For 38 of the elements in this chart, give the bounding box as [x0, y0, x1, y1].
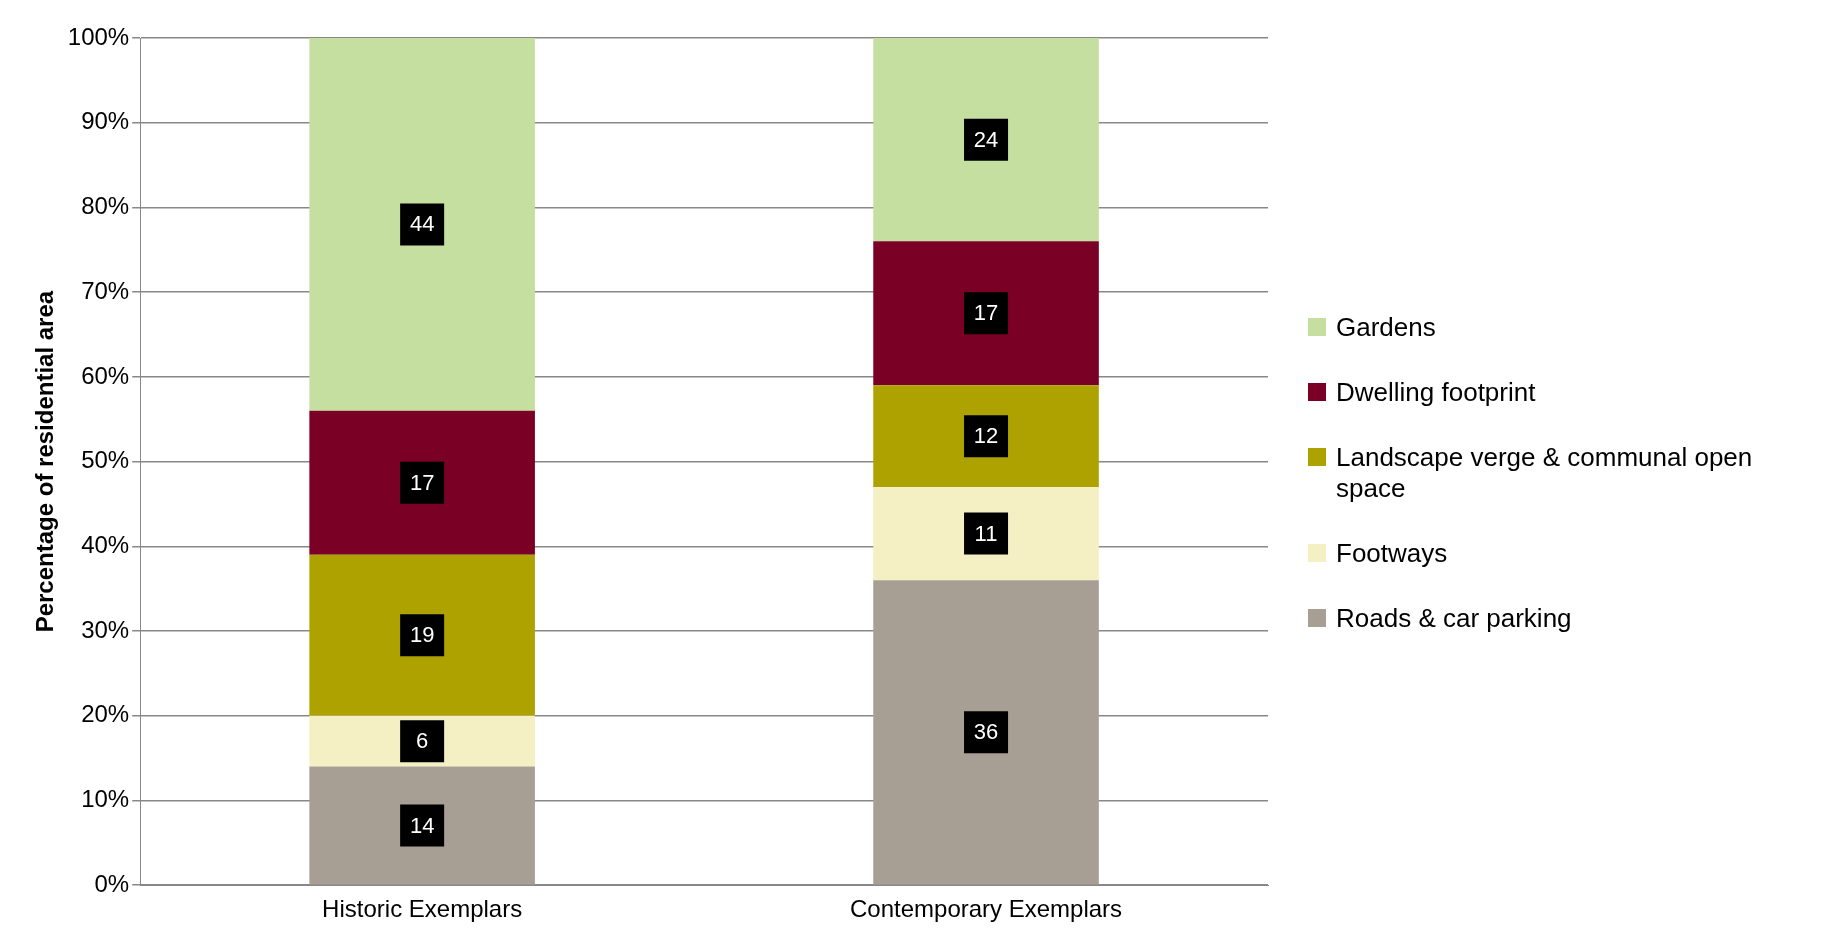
data-label: 17: [973, 300, 999, 326]
y-tick-label: 80%: [81, 192, 130, 220]
legend-label: Roads & car parking: [1336, 603, 1572, 634]
legend-label: Gardens: [1336, 312, 1436, 343]
y-tick-label: 30%: [81, 615, 130, 643]
data-label: 44: [409, 211, 435, 237]
legend-label: Footways: [1336, 538, 1448, 569]
data-label: 19: [409, 622, 435, 648]
y-axis-title: Percentage of residential area: [31, 290, 59, 633]
bar: [873, 580, 1099, 885]
y-tick-label: 70%: [81, 276, 130, 304]
bar: [309, 38, 535, 411]
data-label: 17: [409, 469, 435, 495]
y-tick-label: 90%: [81, 107, 130, 135]
x-tick-label: Historic Exemplars: [322, 895, 523, 923]
data-label: 24: [973, 126, 999, 152]
y-tick-label: 100%: [67, 22, 130, 50]
legend-label: Landscape verge & communal open space: [1336, 442, 1754, 504]
y-tick-label: 50%: [81, 446, 130, 474]
legend-label: Dwelling footprint: [1336, 377, 1536, 408]
data-label: 36: [973, 719, 999, 745]
bar: [873, 38, 1099, 242]
data-label: 11: [974, 520, 998, 546]
bar: [309, 766, 535, 885]
y-tick-label: 60%: [81, 361, 130, 389]
data-label: 12: [973, 423, 999, 449]
y-tick-label: 0%: [94, 869, 130, 897]
bar: [873, 241, 1099, 386]
y-tick-label: 10%: [81, 785, 130, 813]
bar: [309, 410, 535, 555]
bar: [309, 554, 535, 716]
y-tick-label: 40%: [81, 530, 130, 558]
bar: [873, 487, 1099, 581]
x-tick-label: Contemporary Exemplars: [849, 895, 1123, 923]
data-label: 6: [416, 728, 429, 754]
data-label: 14: [409, 812, 435, 838]
y-tick-label: 20%: [81, 700, 130, 728]
bar: [873, 385, 1099, 488]
